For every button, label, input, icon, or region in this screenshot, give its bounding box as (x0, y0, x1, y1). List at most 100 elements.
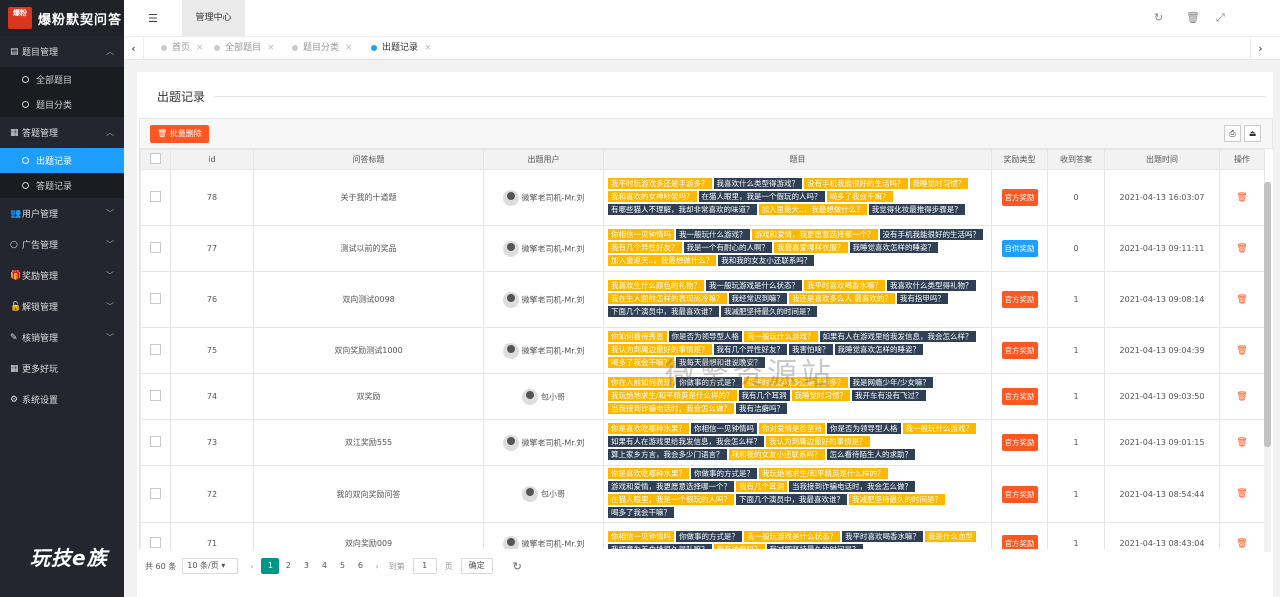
page-number[interactable]: 3 (303, 561, 310, 570)
fullscreen-icon[interactable]: ⤢ (1216, 11, 1225, 24)
circle-icon (22, 76, 29, 83)
sidebar-group-5[interactable]: 🔓 解锁管理 ﹀ (0, 291, 124, 322)
question-tag: 我睡觉喜欢怎样的睡姿？ (834, 344, 923, 355)
row-checkbox[interactable] (140, 419, 171, 466)
cell-time: 2021-04-13 09:04:39 (1104, 327, 1220, 374)
page-tab-records[interactable]: 出题记录 × (368, 37, 432, 60)
row-checkbox[interactable] (140, 225, 171, 272)
question-tag: 没有手机我能很好的生活吗？ (879, 229, 983, 240)
sidebar-item-1-1[interactable]: 答题记录 (0, 173, 124, 198)
page-number[interactable]: 4 (321, 561, 328, 570)
question-tag: 我一般玩什么游戏？ (744, 331, 818, 342)
users-icon: 👥 (10, 208, 22, 219)
delete-icon[interactable]: 🗑 (1236, 243, 1248, 254)
trash-icon[interactable]: 🗑 (1186, 11, 1200, 24)
cell-questions: 你如何看待秀恩 你是否为领导型人格 我一般玩什么游戏？ 如果有人在游戏里给我发信息，我… (603, 327, 992, 374)
page-number[interactable]: 6 (357, 561, 364, 570)
goto-confirm-button[interactable]: 确定 (460, 558, 493, 574)
question-tag: 我喜欢什么类型得游戏？ (713, 178, 802, 189)
delete-icon[interactable]: 🗑 (1236, 391, 1248, 402)
sidebar-group-3[interactable]: ○ 广告管理 ﹀ (0, 229, 124, 260)
content-panel: 出题记录 🗑 批量删除 ⎙ ⏏ id 问答标题 出题用户 题目 奖励类型 收到答… (137, 72, 1273, 597)
batch-delete-button[interactable]: 🗑 批量删除 (150, 125, 209, 143)
sidebar-group-2[interactable]: 👥 用户管理 ﹀ (0, 198, 124, 229)
cell-title: 测试以前的奖品 (253, 225, 484, 272)
sidebar-group-0[interactable]: ▤ 题目管理 ︿ (0, 36, 124, 67)
circle-icon: ○ (10, 239, 18, 250)
export-icon[interactable]: ⏏ (1244, 125, 1261, 142)
refresh-icon[interactable]: ↻ (1154, 11, 1164, 24)
select-all-checkbox[interactable] (140, 149, 171, 170)
page-tab-categories[interactable]: 题目分类 × (289, 37, 353, 60)
question-tag: 游戏和爱情，我更愿意选择哪一个？ (608, 481, 734, 492)
cell-reward: 官方奖励 (991, 327, 1048, 374)
chevron-up-icon: ︿ (106, 47, 114, 56)
sidebar-group-7[interactable]: ▦ 更多好玩 (0, 353, 124, 384)
cell-user: 微擎老司机-Mr.刘 (483, 225, 604, 272)
tab-management-center[interactable]: 管理中心 (182, 0, 245, 37)
tabs-left-arrow-icon[interactable]: ‹ (124, 37, 144, 60)
question-tag: 我减肥坚持最久的时间是？ (849, 494, 945, 505)
row-checkbox[interactable] (140, 522, 171, 549)
menu-toggle-icon[interactable]: ☰ (148, 12, 158, 25)
row-checkbox[interactable] (140, 373, 171, 420)
page-number[interactable]: 5 (339, 561, 346, 570)
delete-icon[interactable]: 🗑 (1236, 538, 1248, 549)
scrollbar-thumb[interactable] (1264, 182, 1271, 447)
logo[interactable]: 爆粉 爆粉默契问答 (0, 0, 124, 36)
goto-page-input[interactable]: 1 (412, 558, 437, 574)
sidebar-group-4[interactable]: 🎁 奖励管理 ﹀ (0, 260, 124, 291)
cell-title: 关于我的十道题 (253, 169, 484, 226)
cell-title: 双江奖励555 (253, 419, 484, 466)
records-table: id 问答标题 出题用户 题目 奖励类型 收到答案 出题时间 操作 78 关于我的… (140, 149, 1265, 549)
sidebar-item-0-0[interactable]: 全部题目 (0, 67, 124, 92)
delete-icon[interactable]: 🗑 (1236, 489, 1248, 499)
print-icon[interactable]: ⎙ (1224, 125, 1241, 142)
avatar (502, 535, 519, 549)
row-checkbox[interactable] (140, 465, 171, 523)
question-tag: 我在生人面前怎样的表现尚冷嘛？ (608, 293, 727, 304)
delete-icon[interactable]: 🗑 (1236, 437, 1248, 448)
page-tab-all-questions[interactable]: 全部题目 × (211, 37, 275, 60)
row-checkbox[interactable] (140, 271, 171, 328)
tabs-right-arrow-icon[interactable]: › (1250, 37, 1270, 60)
sidebar-item-label: 答题记录 (36, 182, 73, 192)
question-tag: 我平时喜欢喝香水嘛？ (804, 280, 885, 291)
sidebar-item-1-0[interactable]: 出题记录 (0, 148, 124, 173)
delete-icon[interactable]: 🗑 (1236, 345, 1248, 356)
cell-title: 双向测试0098 (253, 271, 484, 328)
reload-icon[interactable]: ↻ (512, 559, 522, 573)
reward-badge: 自供奖励 (1001, 240, 1038, 257)
row-checkbox[interactable] (140, 169, 171, 226)
cell-answers: 1 (1047, 522, 1105, 549)
page-number[interactable]: 2 (285, 561, 292, 570)
page-number[interactable]: 1 (261, 558, 280, 574)
page-tab-home[interactable]: 首页 × (158, 37, 204, 60)
cell-answers: 1 (1047, 271, 1105, 328)
row-checkbox[interactable] (140, 327, 171, 374)
top-header: ☰ 管理中心 ↻ 🗑 ⤢ (124, 0, 1280, 37)
book-icon: ▤ (10, 46, 19, 57)
question-tag: 如果有人在游戏里给我发信息，我会怎么样？ (819, 331, 976, 342)
question-tag: 我最喜爱哪样衣服？ (774, 242, 848, 253)
question-tag: 你如何看待秀恩 (608, 331, 667, 342)
sidebar-group-6[interactable]: ✎ 核销管理 ﹀ (0, 322, 124, 353)
user-name: 微擎老司机-Mr.刘 (521, 438, 585, 447)
question-tag: 我喜欢什么类型得礼物？ (887, 280, 976, 291)
reward-badge: 官方奖励 (1001, 342, 1038, 359)
per-page-select[interactable]: 10 条/页 ▾ (182, 558, 239, 574)
delete-icon[interactable]: 🗑 (1236, 192, 1248, 203)
sidebar-item-0-1[interactable]: 题目分类 (0, 92, 124, 117)
sidebar-group-8[interactable]: ⚙ 系统设置 (0, 384, 124, 415)
cell-time: 2021-04-13 09:03:50 (1104, 373, 1220, 420)
prev-page-icon[interactable]: ‹ (250, 561, 254, 571)
next-page-icon[interactable]: › (375, 561, 379, 571)
delete-icon[interactable]: 🗑 (1236, 294, 1248, 305)
chevron-down-icon: ﹀ (106, 209, 114, 218)
table-row: 74 双奖励 包小哥 你在人前如何表现 你做事的方式是？ 我平时玩游戏多还是手游多？ 我是网… (140, 373, 1265, 420)
question-tag: 你做事的方式是？ (676, 530, 742, 542)
sidebar-menu: ▤ 题目管理 ︿ 全部题目 题目分类 ▦ 答题管理 ︿ 出题记录答题记录 👥 用户管理 ﹀ ○ 广告管理 ﹀… (0, 36, 124, 415)
sidebar-group-1[interactable]: ▦ 答题管理 ︿ (0, 117, 124, 148)
